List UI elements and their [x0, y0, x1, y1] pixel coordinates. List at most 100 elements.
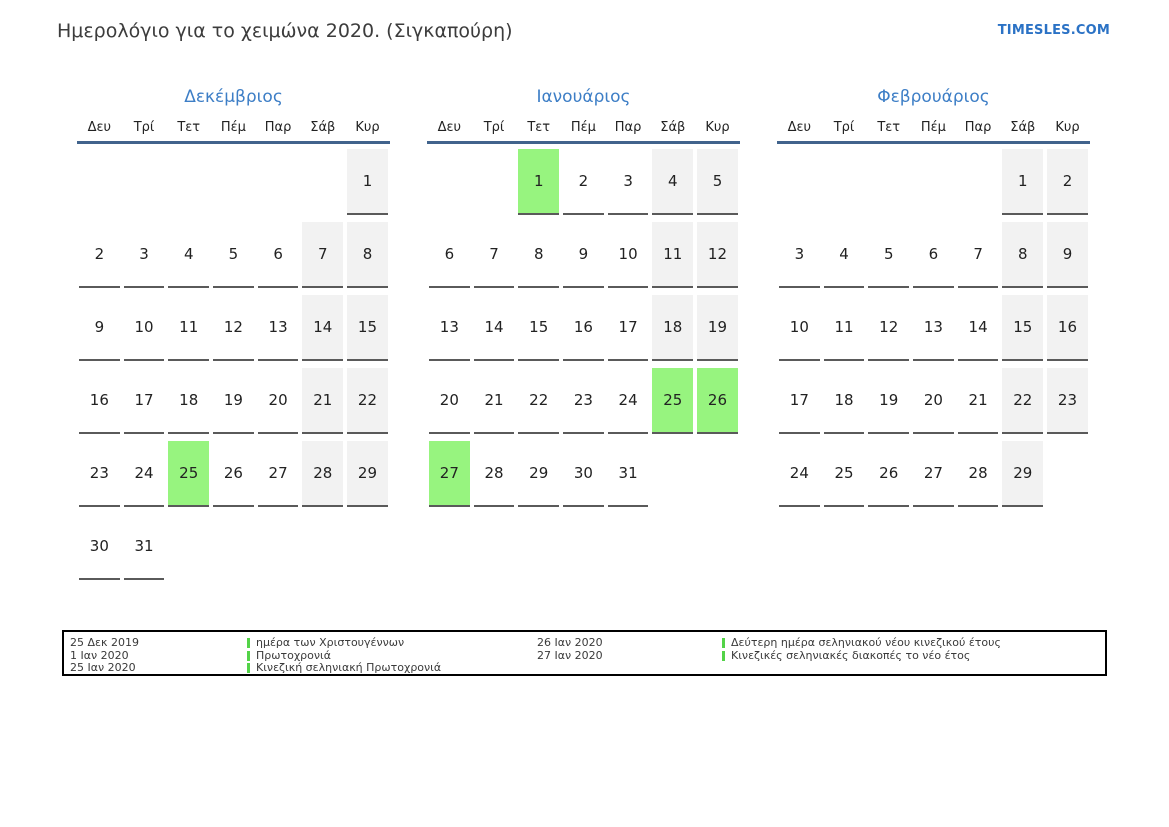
weekday-label: Κυρ [705, 120, 730, 135]
empty-cell [213, 514, 254, 580]
empty-cell [824, 149, 865, 215]
day-cell: 3 [607, 149, 649, 215]
weekday-label: Παρ [264, 120, 292, 135]
empty-cell [958, 149, 999, 215]
day-cell: 23 [1047, 368, 1088, 434]
day-cell: 30 [79, 514, 120, 580]
day-cell: 20 [257, 368, 299, 434]
months-row: Δεκέμβριος Δευ Τρί Τετ Πέμ Παρ Σάβ Κυρ 1 2 3 4 5 6 7 8 9… [77, 87, 1090, 587]
day-cell: 29 [347, 441, 388, 507]
weeks-grid: 1 2 3 4 5 6 7 8 9 10 11 12 13 14 15 16 17 18 19 20 21 22 23 24 2… [427, 149, 740, 509]
day-cell: 19 [697, 295, 738, 361]
day-cell: 21 [302, 368, 344, 434]
day-cell: 14 [302, 295, 344, 361]
week-row: 30 31 [77, 514, 390, 582]
day-cell: 17 [607, 295, 649, 361]
holiday-marker-icon [247, 663, 250, 674]
weekday-label: Τρί [833, 120, 855, 135]
weekday-label: Δευ [437, 120, 462, 135]
day-cell: 11 [652, 222, 694, 288]
day-cell: 5 [697, 149, 738, 215]
legend-item: Δεύτερη ημέρα σεληνιακού νέου κινεζικού … [722, 636, 1105, 650]
day-cell: 11 [168, 295, 210, 361]
day-cell: 7 [957, 222, 999, 288]
day-cell: 27 [913, 441, 954, 507]
week-row: 1 [77, 149, 390, 217]
month-calendar: Ιανουάριος Δευ Τρί Τετ Πέμ Παρ Σάβ Κυρ 1 2 3 4 5 6 7 8 9… [427, 87, 740, 587]
empty-cell [697, 441, 738, 507]
holiday-day-cell: 27 [429, 441, 470, 507]
week-row: 20 21 22 23 24 25 26 [427, 368, 740, 436]
day-cell: 29 [1002, 441, 1044, 507]
holiday-marker-icon [722, 638, 725, 649]
week-row: 24 25 26 27 28 29 [777, 441, 1090, 509]
day-cell: 21 [957, 368, 999, 434]
day-cell: 8 [1002, 222, 1044, 288]
day-cell: 20 [429, 368, 470, 434]
day-cell: 3 [779, 222, 820, 288]
weeks-grid: 1 2 3 4 5 6 7 8 9 10 11 12 13 14 15 16 17 18 19 20 21 22 23 24 2… [777, 149, 1090, 509]
day-cell: 26 [868, 441, 910, 507]
day-cell: 12 [213, 295, 254, 361]
day-cell: 21 [473, 368, 515, 434]
weekday-label: Τρί [133, 120, 155, 135]
weekday-label: Δευ [787, 120, 812, 135]
day-cell: 16 [79, 368, 120, 434]
holiday-day-cell: 26 [697, 368, 738, 434]
day-cell: 27 [257, 441, 299, 507]
weekday-header: Δευ Τρί Τετ Πέμ Παρ Σάβ Κυρ [77, 120, 390, 144]
day-cell: 9 [79, 295, 120, 361]
day-cell: 8 [347, 222, 388, 288]
weekday-label: Πέμ [220, 120, 246, 135]
day-cell: 1 [1002, 149, 1044, 215]
day-cell: 9 [1047, 222, 1088, 288]
day-cell: 18 [823, 368, 865, 434]
day-cell: 29 [518, 441, 560, 507]
day-cell: 13 [257, 295, 299, 361]
day-cell: 14 [957, 295, 999, 361]
weekday-label: Τετ [877, 120, 901, 135]
day-cell: 19 [868, 368, 910, 434]
weekday-header: Δευ Τρί Τετ Πέμ Παρ Σάβ Κυρ [427, 120, 740, 144]
week-row: 16 17 18 19 20 21 22 [77, 368, 390, 436]
day-cell: 5 [868, 222, 910, 288]
empty-cell [1047, 441, 1088, 507]
weeks-grid: 1 2 3 4 5 6 7 8 9 10 11 12 13 14 15 16 17 18 19 20 21 22 23 24 2… [77, 149, 390, 582]
day-cell: 14 [473, 295, 515, 361]
holiday-day-cell: 25 [168, 441, 210, 507]
month-calendar: Δεκέμβριος Δευ Τρί Τετ Πέμ Παρ Σάβ Κυρ 1 2 3 4 5 6 7 8 9… [77, 87, 390, 587]
legend-label: Πρωτοχρονιά [256, 648, 332, 662]
legend-dates-column: 25 Δεκ 2019 1 Ιαν 2020 25 Ιαν 2020 [64, 636, 247, 675]
month-title: Φεβρουάριος [877, 87, 990, 107]
legend-date: 26 Ιαν 2020 [537, 636, 603, 649]
empty-cell [258, 514, 299, 580]
weekday-label: Παρ [614, 120, 642, 135]
empty-cell [474, 149, 515, 215]
legend-item: ημέρα των Χριστουγέννων [247, 636, 537, 650]
day-cell: 23 [79, 441, 120, 507]
weekday-label: Δευ [87, 120, 112, 135]
day-cell: 4 [823, 222, 865, 288]
day-cell: 28 [957, 441, 999, 507]
legend-date: 25 Δεκ 2019 [70, 636, 139, 649]
day-cell: 10 [607, 222, 649, 288]
legend-item: Κινεζική σεληνιακή Πρωτοχρονιά [247, 661, 537, 675]
month-calendar: Φεβρουάριος Δευ Τρί Τετ Πέμ Παρ Σάβ Κυρ 1 2 3 4 5 6 7 8… [777, 87, 1090, 587]
day-cell: 11 [823, 295, 865, 361]
day-cell: 28 [473, 441, 515, 507]
day-cell: 13 [913, 295, 954, 361]
day-cell: 18 [652, 295, 694, 361]
site-link[interactable]: TIMESLES.COM [997, 23, 1110, 38]
week-row: 9 10 11 12 13 14 15 [77, 295, 390, 363]
legend-dates-column: 26 Ιαν 2020 27 Ιαν 2020 [537, 636, 722, 662]
day-cell: 3 [123, 222, 165, 288]
holiday-marker-icon [247, 650, 250, 661]
day-cell: 8 [518, 222, 560, 288]
week-row: 23 24 25 26 27 28 29 [77, 441, 390, 509]
empty-cell [913, 149, 954, 215]
legend-labels-column: Δεύτερη ημέρα σεληνιακού νέου κινεζικού … [722, 636, 1105, 662]
day-cell: 16 [563, 295, 604, 361]
day-cell: 16 [1047, 295, 1088, 361]
